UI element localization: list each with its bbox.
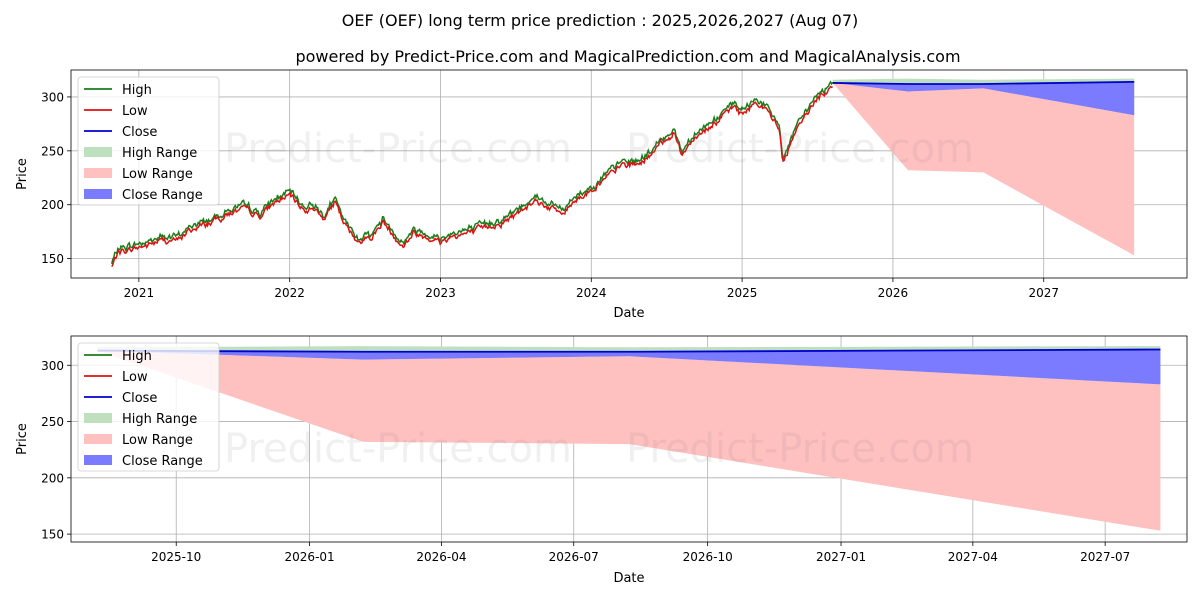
x-tick-label: 2027-07 — [1080, 550, 1130, 564]
legend-box — [77, 76, 220, 206]
plot-content — [110, 78, 1135, 268]
x-axis-label: Date — [613, 306, 644, 321]
x-tick-label: 2023 — [425, 286, 456, 300]
y-tick-label: 300 — [41, 90, 64, 104]
chart-panels: Predict-Price.comPredict-Price.comPredic… — [15, 69, 1188, 586]
x-tick-label: 2021 — [124, 286, 155, 300]
low-range-area — [97, 350, 1161, 531]
watermark-text: Predict-Price.com — [224, 126, 572, 172]
x-tick-label: 2022 — [274, 286, 305, 300]
y-tick-label: 300 — [41, 359, 64, 373]
low-range-area — [832, 82, 1135, 256]
legend-area-swatch — [84, 413, 112, 423]
close-range-area — [97, 349, 1161, 385]
x-tick-label: 2026-07 — [549, 550, 599, 564]
x-tick-label: 2027-01 — [816, 550, 866, 564]
y-tick-label: 200 — [41, 471, 64, 485]
legend-item-label: High — [122, 83, 152, 98]
low-history-line — [111, 85, 834, 268]
legend-item-label: High Range — [122, 412, 197, 427]
x-tick-label: 2025-10 — [151, 550, 201, 564]
y-axis-label: Price — [15, 158, 30, 190]
x-tick-label: 2026-10 — [683, 550, 733, 564]
watermark-text: Predict-Price.com — [626, 426, 974, 472]
legend-item-label: High — [122, 349, 152, 364]
legend-area-swatch — [84, 434, 112, 444]
x-tick-label: 2027-04 — [948, 550, 998, 564]
legend-item-label: Close — [122, 125, 157, 140]
legend-box — [77, 342, 220, 472]
legend-item-label: Low Range — [122, 433, 193, 448]
x-tick-label: 2024 — [576, 286, 607, 300]
y-axis-label: Price — [15, 423, 30, 455]
legend: High Low Close High Range Low Range Close Ran… — [77, 342, 220, 472]
watermark-text: Predict-Price.com — [626, 126, 974, 172]
y-tick-label: 150 — [41, 528, 64, 542]
y-tick-label: 150 — [41, 252, 64, 266]
watermarks: Predict-Price.com Predict-Price.com Predic… — [224, 126, 974, 322]
panel-bottom: Predict-Price.com Predict-Price.com 2025-1… — [15, 335, 1188, 586]
close-range-area — [832, 81, 1135, 116]
legend-area-swatch — [84, 168, 112, 178]
legend-item-label: High Range — [122, 146, 197, 161]
plot-frame — [70, 335, 1188, 543]
y-tick-label: 200 — [41, 198, 64, 212]
legend-item-label: Low — [122, 370, 148, 385]
y-tick-label: 250 — [41, 415, 64, 429]
x-tick-label: 2025 — [727, 286, 758, 300]
legend-area-swatch — [84, 189, 112, 199]
legend-item-label: Close Range — [122, 188, 203, 203]
high-history-line — [110, 80, 834, 264]
watermark-text: Predict-Price.com — [224, 276, 572, 322]
watermarks: Predict-Price.com Predict-Price.com — [224, 426, 974, 472]
legend: High Low Close High Range Low Range Close Ran… — [77, 76, 220, 206]
legend-item-label: Close — [122, 391, 157, 406]
legend-area-swatch — [84, 147, 112, 157]
watermark-text: Predict-Price.com — [224, 426, 572, 472]
plot-frame — [70, 69, 1188, 279]
close-forecast-line — [832, 80, 1135, 85]
plot-content — [97, 346, 1161, 531]
chart-title: OEF (OEF) long term price prediction : 2… — [342, 11, 859, 30]
x-axis-label: Date — [613, 571, 644, 586]
x-tick-label: 2027 — [1028, 286, 1059, 300]
x-tick-label: 2026-01 — [285, 550, 335, 564]
chart-subtitle: powered by Predict-Price.com and Magical… — [295, 47, 960, 66]
panel-top: Predict-Price.com Predict-Price.com Predic… — [15, 69, 1188, 322]
x-tick-label: 2026 — [878, 286, 909, 300]
legend-area-swatch — [84, 455, 112, 465]
watermark-text: Predict-Price.com — [626, 276, 974, 322]
y-tick-label: 250 — [41, 144, 64, 158]
close-forecast-line — [97, 348, 1161, 353]
legend-item-label: Low — [122, 104, 148, 119]
legend-item-label: Low Range — [122, 167, 193, 182]
legend-item-label: Close Range — [122, 454, 203, 469]
x-tick-label: 2026-04 — [416, 550, 466, 564]
